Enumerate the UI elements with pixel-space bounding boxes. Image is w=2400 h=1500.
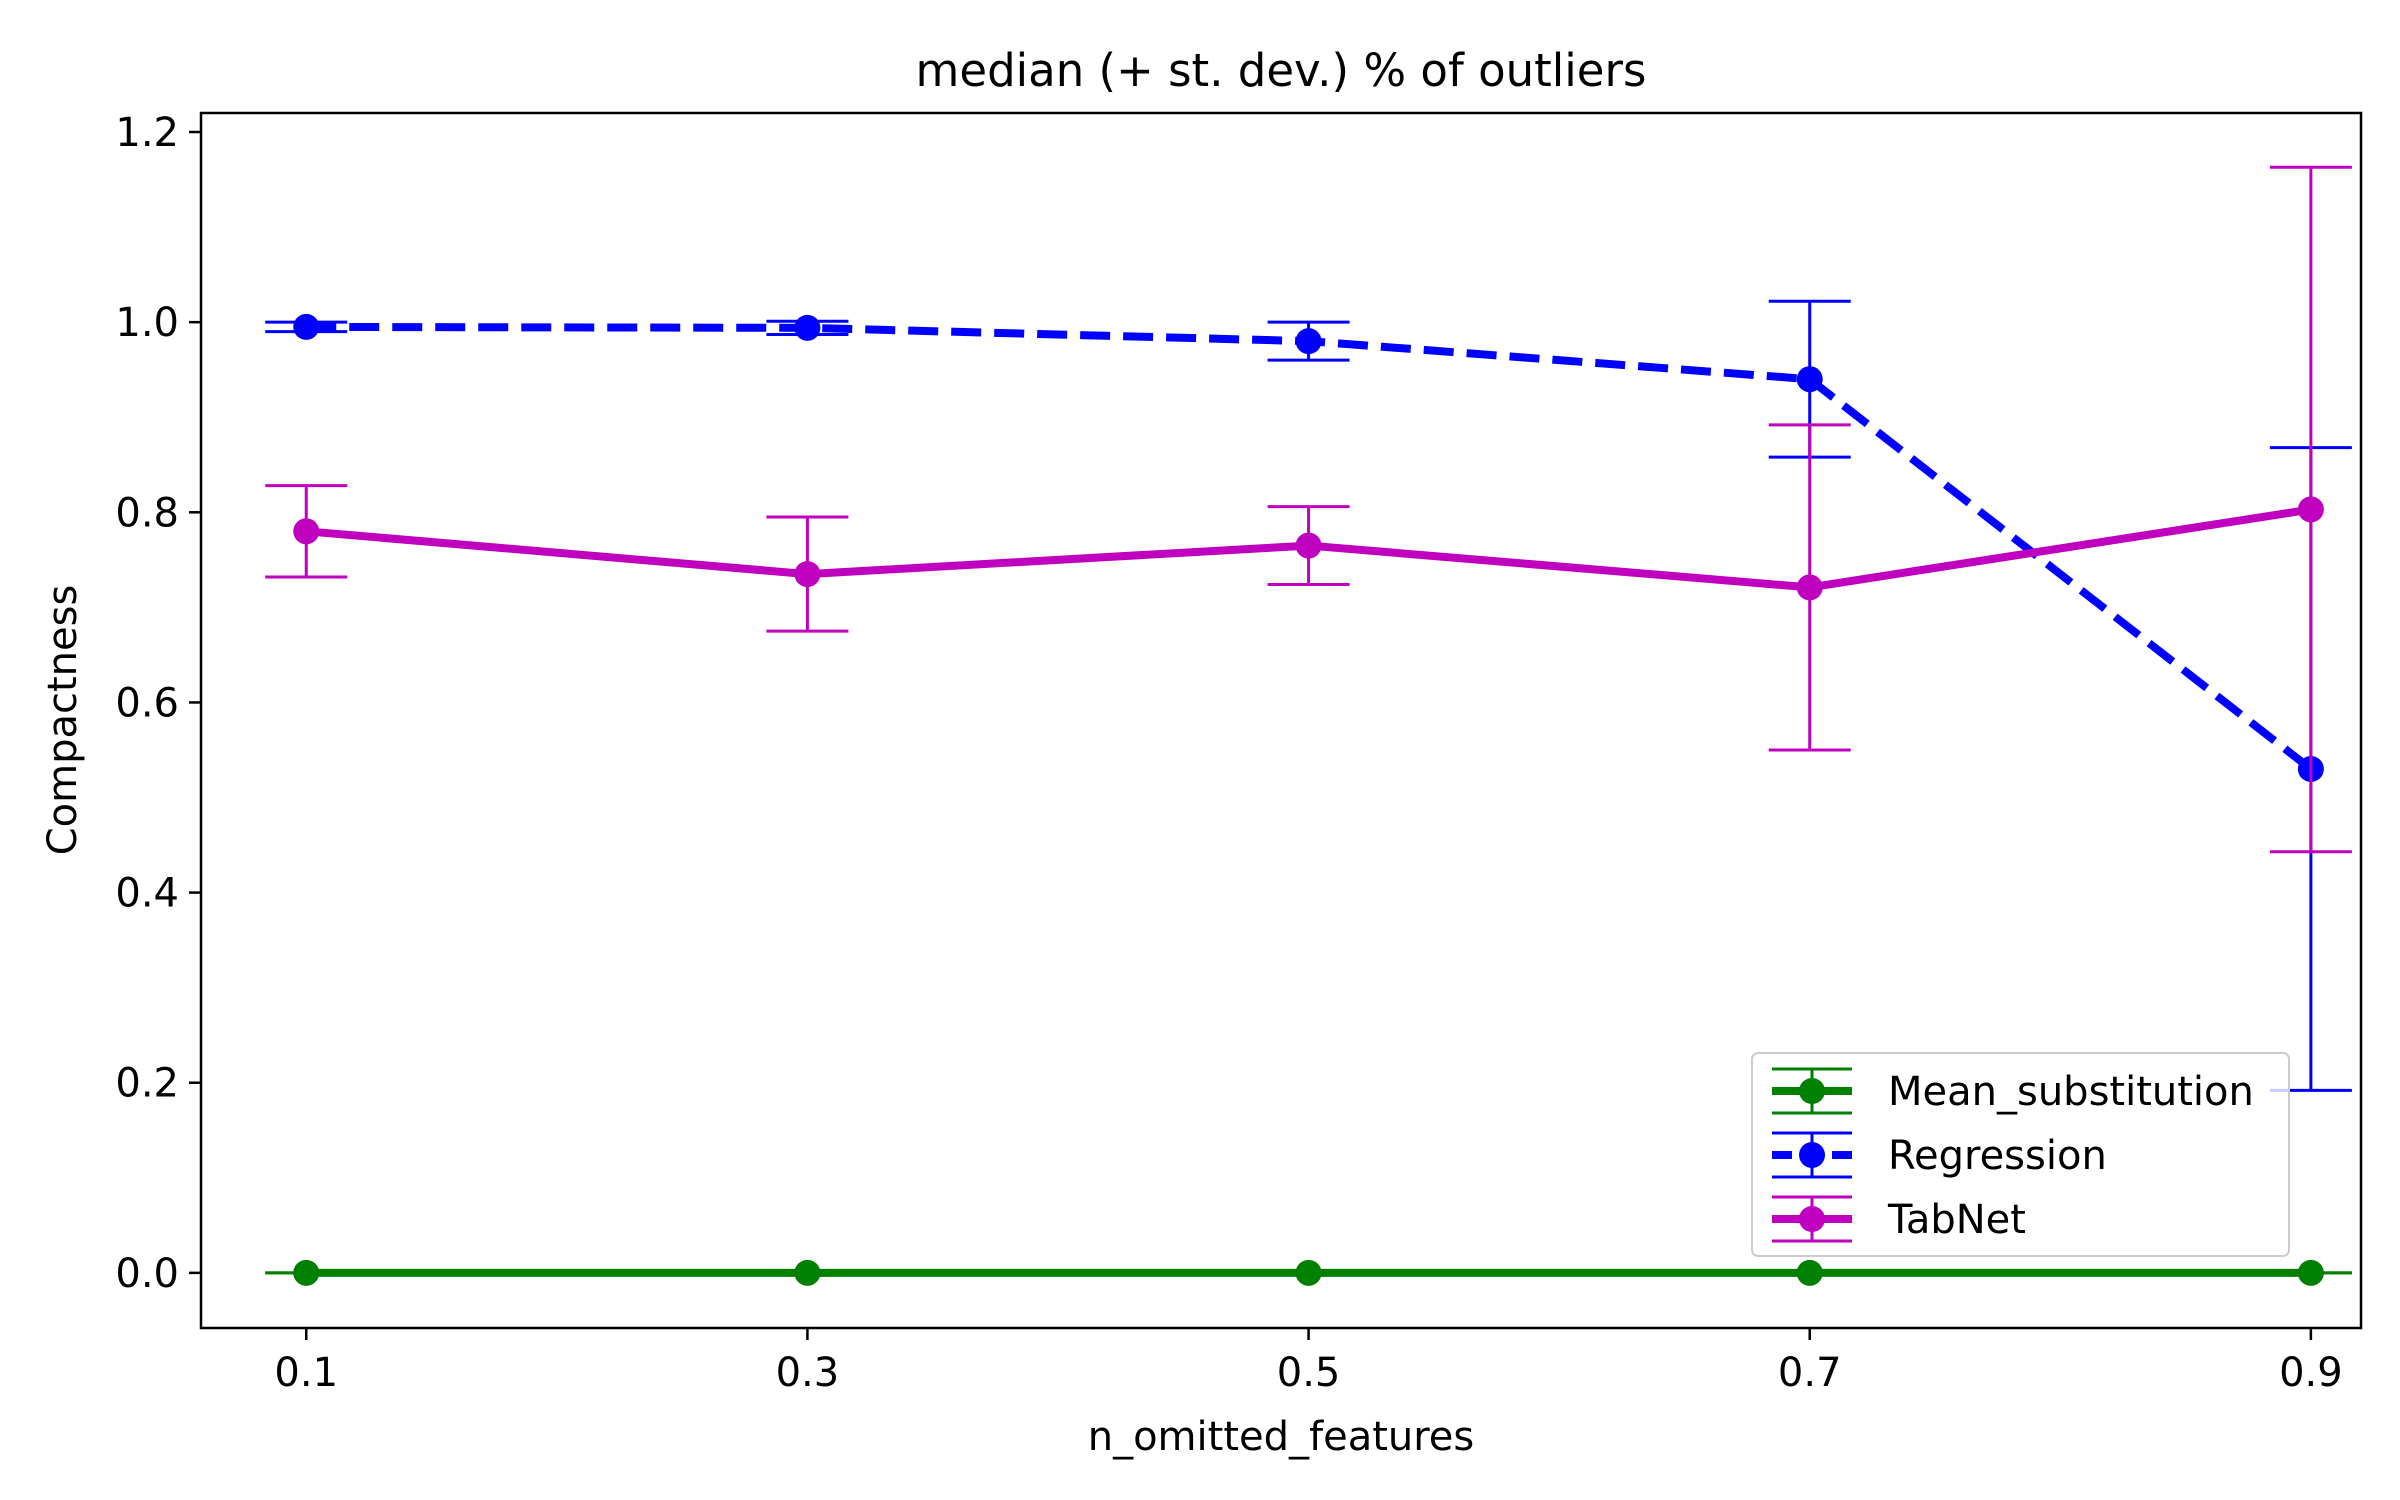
data-point bbox=[1295, 1259, 1322, 1286]
y-axis-label: Compactness bbox=[40, 585, 86, 856]
data-point bbox=[293, 1259, 320, 1286]
data-point bbox=[1796, 366, 1823, 393]
y-tick-label: 0.4 bbox=[115, 871, 179, 917]
legend-label: TabNet bbox=[1887, 1197, 2026, 1243]
legend-entry-regression: Regression bbox=[1772, 1131, 2107, 1179]
legend-entry-tabnet: TabNet bbox=[1772, 1195, 2026, 1243]
legend-marker bbox=[1799, 1142, 1825, 1168]
y-tick-label: 0.8 bbox=[115, 490, 179, 536]
data-point bbox=[2297, 1259, 2324, 1286]
legend-label: Regression bbox=[1888, 1133, 2107, 1179]
data-point bbox=[1796, 574, 1823, 601]
data-point bbox=[293, 313, 320, 340]
legend-label: Mean_substitution bbox=[1888, 1069, 2254, 1115]
data-point bbox=[794, 314, 821, 341]
data-point bbox=[293, 518, 320, 545]
legend-box bbox=[1751, 1052, 2290, 1257]
y-tick-label: 1.0 bbox=[115, 300, 179, 346]
legend-entry-mean_substitution: Mean_substitution bbox=[1772, 1067, 2254, 1115]
data-point bbox=[794, 561, 821, 588]
x-tick-label: 0.7 bbox=[1778, 1350, 1842, 1396]
data-point bbox=[1295, 328, 1322, 355]
data-point bbox=[794, 1259, 821, 1286]
series-mean_substitution bbox=[265, 1259, 2352, 1286]
y-tick-label: 0.0 bbox=[115, 1251, 179, 1297]
x-tick-label: 0.1 bbox=[274, 1350, 338, 1396]
data-point bbox=[1796, 1259, 1823, 1286]
plot-frame bbox=[199, 111, 2363, 1330]
y-axis-ticks: 0.0 0.2 0.4 0.6 0.8 1.0 1.2 bbox=[115, 110, 201, 1297]
legend: Mean_substitution Regression TabNet bbox=[1751, 1052, 2290, 1257]
chart-title: median (+ st. dev.) % of outliers bbox=[916, 44, 1647, 97]
x-axis-label: n_omitted_features bbox=[1088, 1414, 1475, 1460]
x-tick-label: 0.5 bbox=[1277, 1350, 1341, 1396]
legend-marker bbox=[1799, 1078, 1825, 1104]
x-tick-label: 0.3 bbox=[776, 1350, 840, 1396]
y-tick-label: 1.2 bbox=[115, 110, 179, 156]
x-axis-ticks: 0.1 0.3 0.5 0.7 0.9 bbox=[274, 1328, 2343, 1396]
y-tick-label: 0.6 bbox=[115, 680, 179, 726]
data-point bbox=[1295, 532, 1322, 559]
series-tabnet bbox=[265, 165, 2352, 854]
legend-marker bbox=[1799, 1206, 1825, 1232]
y-tick-label: 0.2 bbox=[115, 1061, 179, 1107]
x-tick-label: 0.9 bbox=[2279, 1350, 2343, 1396]
data-point bbox=[2297, 496, 2324, 523]
